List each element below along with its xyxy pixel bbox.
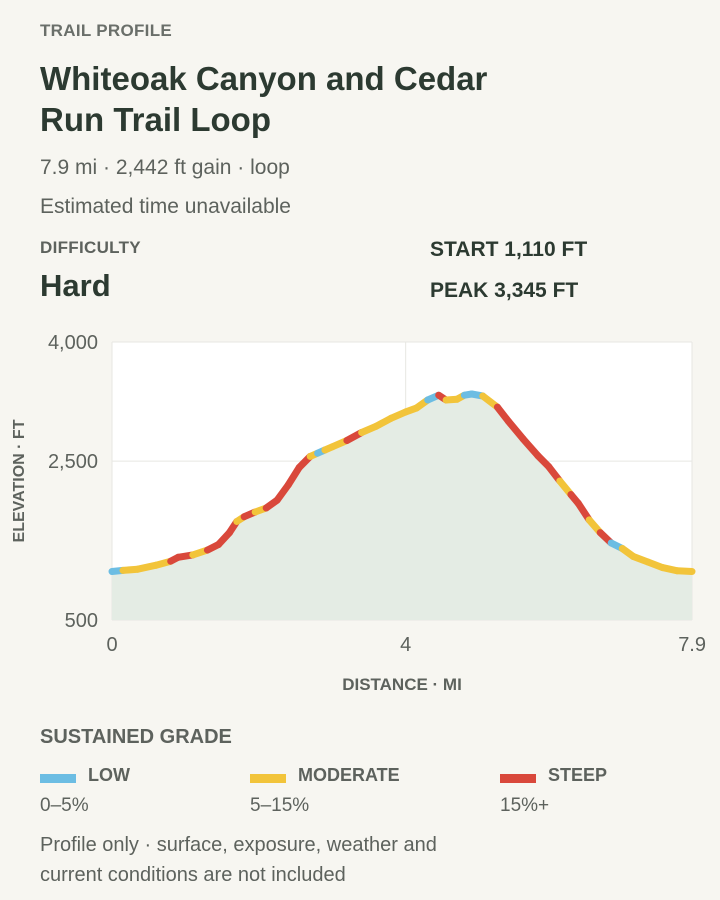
legend-name-moderate: MODERATE [298,765,400,785]
steep-grade-swatch [500,774,536,783]
trail-stats: 7.9 mi · 2,442 ft gain · loop [40,156,290,179]
difficulty-value: Hard [40,268,111,303]
y-axis-label: ELEVATION · FT [11,419,28,542]
profile-segment-steep [519,435,542,460]
elevation-chart: 4,000 2,500 500 0 4 7.9 DISTANCE · MI ELEVATI… [11,332,706,694]
elevation-area [112,394,692,620]
x-tick-label: 0 [106,634,117,656]
y-tick-label: 500 [65,610,98,632]
profile-segment-steep [505,417,527,443]
page-title: Whiteoak Canyon and Cedar Run Trail Loop [40,60,488,138]
y-tick-label: 4,000 [48,332,98,354]
legend-range-low: 0–5% [40,795,89,816]
start-elevation: START 1,110 FT [430,238,588,261]
x-axis-label: DISTANCE · MI [342,675,462,694]
difficulty-label: DIFFICULTY [40,238,141,257]
x-tick-label: 7.9 [678,634,706,656]
peak-elevation: PEAK 3,345 FT [430,279,579,302]
legend-name-low: LOW [88,765,130,785]
y-tick-label: 2,500 [48,451,98,473]
legend-name-steep: STEEP [548,765,608,785]
estimated-time-note: Estimated time unavailable [40,195,291,218]
disclaimer-note: Profile only · surface, exposure, weathe… [40,834,437,886]
x-tick-label: 4 [400,634,411,656]
eyebrow-label: TRAIL PROFILE [40,21,173,40]
legend-range-moderate: 5–15% [250,795,310,816]
low-grade-swatch [40,774,76,783]
moderate-grade-swatch [250,774,286,783]
axis-ticks: 4,000 2,500 500 0 4 7.9 [48,332,706,656]
profile-segment-moderate [673,567,696,575]
legend-range-steep: 15%+ [500,795,550,816]
elevation-profile-line [108,390,696,575]
legend-title: SUSTAINED GRADE [40,726,232,748]
